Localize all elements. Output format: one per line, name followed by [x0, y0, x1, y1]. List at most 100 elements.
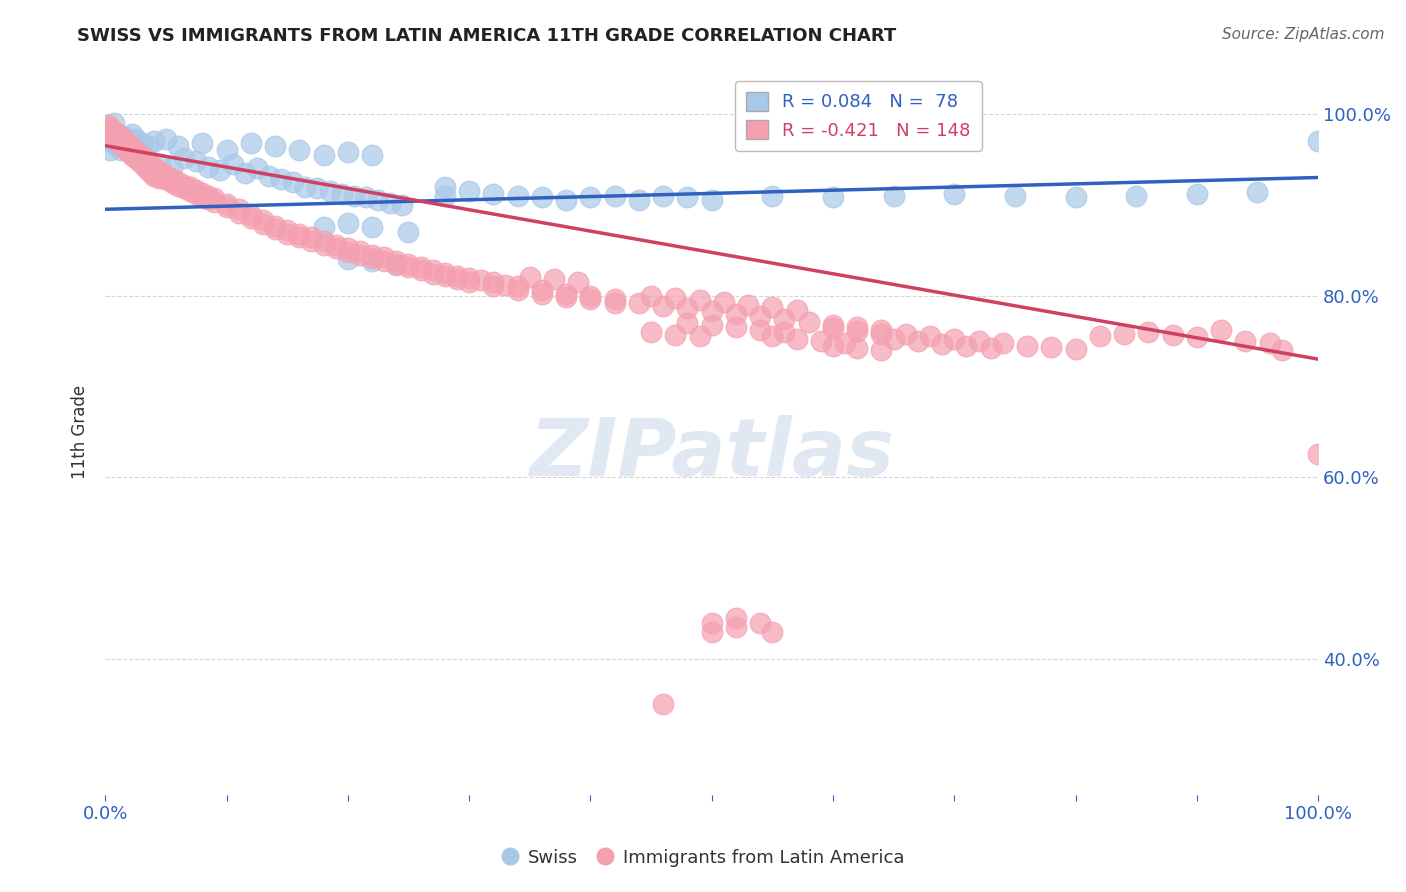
Point [567, 275, 589, 289]
Point [336, 252, 359, 267]
Point [1112, 326, 1135, 341]
Point [167, 178, 190, 193]
Point [336, 145, 359, 159]
Point [312, 234, 335, 248]
Point [148, 164, 170, 178]
Point [132, 158, 155, 172]
Point [530, 190, 553, 204]
Point [142, 134, 165, 148]
Point [786, 332, 808, 346]
Point [555, 286, 578, 301]
Point [128, 148, 150, 162]
Point [689, 329, 711, 343]
Point [264, 219, 287, 233]
Point [149, 157, 172, 171]
Point [167, 175, 190, 189]
Point [114, 129, 136, 144]
Point [98, 127, 121, 141]
Point [125, 152, 148, 166]
Point [105, 138, 128, 153]
Point [141, 166, 163, 180]
Point [870, 343, 893, 357]
Point [264, 222, 287, 236]
Point [640, 288, 662, 302]
Point [506, 283, 529, 297]
Point [103, 116, 125, 130]
Point [700, 624, 723, 639]
Text: ZIPatlas: ZIPatlas [529, 415, 894, 492]
Point [530, 286, 553, 301]
Point [124, 143, 146, 157]
Point [131, 153, 153, 167]
Point [967, 334, 990, 348]
Point [197, 160, 219, 174]
Point [98, 125, 121, 139]
Point [1234, 334, 1257, 348]
Point [367, 193, 389, 207]
Point [299, 234, 322, 248]
Point [1040, 340, 1063, 354]
Point [470, 273, 492, 287]
Point [103, 127, 125, 141]
Point [506, 279, 529, 293]
Point [482, 186, 505, 201]
Point [821, 190, 844, 204]
Point [349, 244, 371, 258]
Point [162, 176, 184, 190]
Point [1125, 188, 1147, 202]
Point [105, 131, 128, 145]
Point [385, 254, 408, 268]
Point [110, 143, 132, 157]
Point [124, 150, 146, 164]
Point [179, 184, 201, 198]
Point [135, 158, 157, 172]
Point [724, 611, 747, 625]
Point [252, 217, 274, 231]
Point [1185, 186, 1208, 201]
Point [299, 230, 322, 244]
Point [101, 127, 124, 141]
Point [132, 155, 155, 169]
Point [519, 270, 541, 285]
Point [773, 312, 796, 326]
Point [343, 188, 366, 202]
Point [336, 216, 359, 230]
Point [931, 336, 953, 351]
Point [312, 237, 335, 252]
Point [135, 154, 157, 169]
Point [700, 304, 723, 318]
Point [131, 136, 153, 150]
Point [105, 129, 128, 144]
Point [943, 186, 966, 201]
Point [103, 136, 125, 150]
Point [373, 251, 395, 265]
Point [162, 172, 184, 186]
Point [97, 118, 120, 132]
Text: Source: ZipAtlas.com: Source: ZipAtlas.com [1222, 27, 1385, 42]
Point [98, 125, 121, 139]
Point [385, 257, 408, 271]
Point [142, 161, 165, 176]
Point [114, 138, 136, 153]
Point [104, 129, 127, 144]
Point [579, 190, 602, 204]
Point [136, 138, 159, 153]
Point [579, 292, 602, 306]
Point [482, 275, 505, 289]
Point [128, 154, 150, 169]
Point [603, 292, 626, 306]
Point [215, 201, 238, 215]
Point [191, 186, 214, 200]
Point [1015, 338, 1038, 352]
Point [664, 291, 686, 305]
Point [749, 615, 772, 630]
Point [98, 120, 121, 135]
Point [846, 320, 869, 334]
Point [121, 145, 143, 159]
Point [495, 277, 517, 292]
Point [907, 334, 929, 348]
Point [409, 260, 432, 274]
Point [1308, 448, 1330, 462]
Point [391, 198, 413, 212]
Point [652, 188, 675, 202]
